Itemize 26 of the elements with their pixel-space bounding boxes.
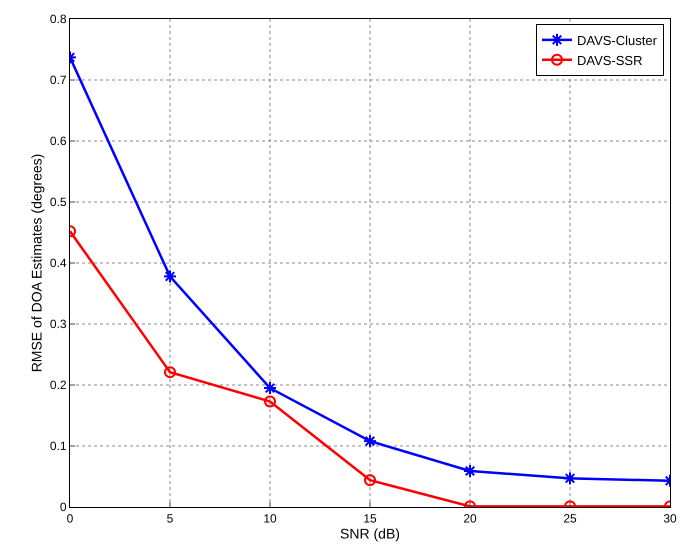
point xyxy=(164,366,176,378)
y-tick-label: 0.5 xyxy=(50,195,67,210)
y-tick-label: 0.2 xyxy=(50,378,67,392)
point xyxy=(363,434,377,448)
y-tick-label: 0.3 xyxy=(50,317,67,332)
y-tick-label: 0.6 xyxy=(50,134,67,148)
y-tick-label: 0.4 xyxy=(50,256,67,270)
x-tick-label: 10 xyxy=(263,511,277,526)
point xyxy=(463,464,477,478)
x-axis-title: SNR (dB) xyxy=(340,525,400,542)
y-tick-label: 0.1 xyxy=(50,439,67,454)
x-tick-label: 20 xyxy=(463,511,477,526)
y-tick-label: 0.8 xyxy=(50,12,67,26)
x-tick-label: 15 xyxy=(363,511,377,526)
point xyxy=(263,381,277,396)
x-tick-label: 30 xyxy=(663,511,677,526)
y-tick-label: 0.7 xyxy=(50,73,67,88)
legend-label: DAVS-Cluster xyxy=(577,32,658,48)
point xyxy=(163,269,177,284)
y-tick-label: 0 xyxy=(60,500,67,514)
x-tick-label: 5 xyxy=(166,511,174,526)
point xyxy=(364,474,376,486)
y-axis-title: RMSE of DOA Estimates (degrees) xyxy=(28,154,45,372)
legend-label: DAVS-SSR xyxy=(577,52,642,68)
x-tick-label: 25 xyxy=(563,511,577,526)
point xyxy=(264,395,276,408)
